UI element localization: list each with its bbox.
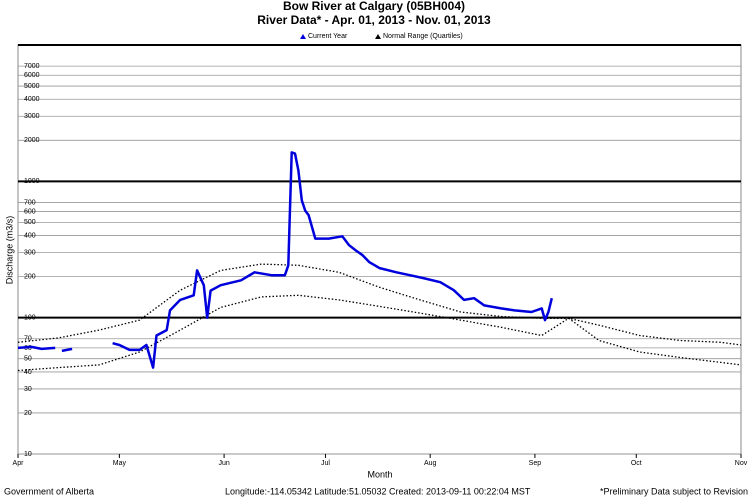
- legend-label: Current Year: [308, 33, 348, 40]
- y-tick-label: 10: [24, 451, 32, 458]
- x-tick-label: Jul: [321, 460, 330, 467]
- x-tick-label: Sep: [529, 460, 542, 467]
- quartile-low: [17, 294, 742, 372]
- quartile-high: [17, 263, 742, 346]
- chart-subtitle: River Data* - Apr. 01, 2013 - Nov. 01, 2…: [257, 13, 491, 27]
- y-tick-label: 70: [24, 336, 32, 343]
- y-tick-label: 1000: [24, 178, 40, 185]
- y-tick-label: 2000: [24, 137, 40, 144]
- y-tick-label: 30: [24, 386, 32, 393]
- y-tick-label: 5000: [24, 83, 40, 90]
- x-tick-label: Aug: [424, 460, 437, 467]
- x-tick-label: Nov: [735, 460, 748, 467]
- y-tick-label: 3000: [24, 113, 40, 120]
- chart-title: Bow River at Calgary (05BH004): [283, 0, 465, 13]
- footer-right: *Preliminary Data subject to Revision: [600, 486, 748, 496]
- footer-center: Longitude:-114.05342 Latitude:51.05032 C…: [225, 486, 531, 496]
- y-tick-label: 6000: [24, 72, 40, 79]
- y-tick-label: 400: [24, 232, 36, 239]
- y-tick-label: 700: [24, 199, 36, 206]
- legend-marker: [300, 34, 306, 39]
- x-tick-label: Oct: [631, 460, 642, 467]
- y-tick-label: 4000: [24, 96, 40, 103]
- y-tick-label: 500: [24, 219, 36, 226]
- y-tick-label: 40: [24, 369, 32, 376]
- y-tick-label: 50: [24, 356, 32, 363]
- x-tick-label: Apr: [13, 460, 25, 467]
- y-tick-label: 20: [24, 410, 32, 417]
- current-year-line: [17, 151, 554, 369]
- legend-label: Normal Range (Quartiles): [383, 33, 463, 40]
- y-axis-label: Discharge (m3/s): [4, 216, 14, 285]
- x-tick-label: May: [113, 460, 127, 467]
- plot-area: [17, 44, 742, 455]
- y-tick-label: 300: [24, 249, 36, 256]
- y-tick-label: 100: [24, 315, 36, 322]
- x-tick-label: Jun: [218, 460, 229, 467]
- legend-marker: [375, 34, 381, 39]
- y-tick-label: 600: [24, 208, 36, 215]
- footer-left: Government of Alberta: [4, 486, 94, 496]
- y-tick-label: 7000: [24, 63, 40, 70]
- x-axis-label: Month: [367, 469, 392, 479]
- y-tick-label: 200: [24, 273, 36, 280]
